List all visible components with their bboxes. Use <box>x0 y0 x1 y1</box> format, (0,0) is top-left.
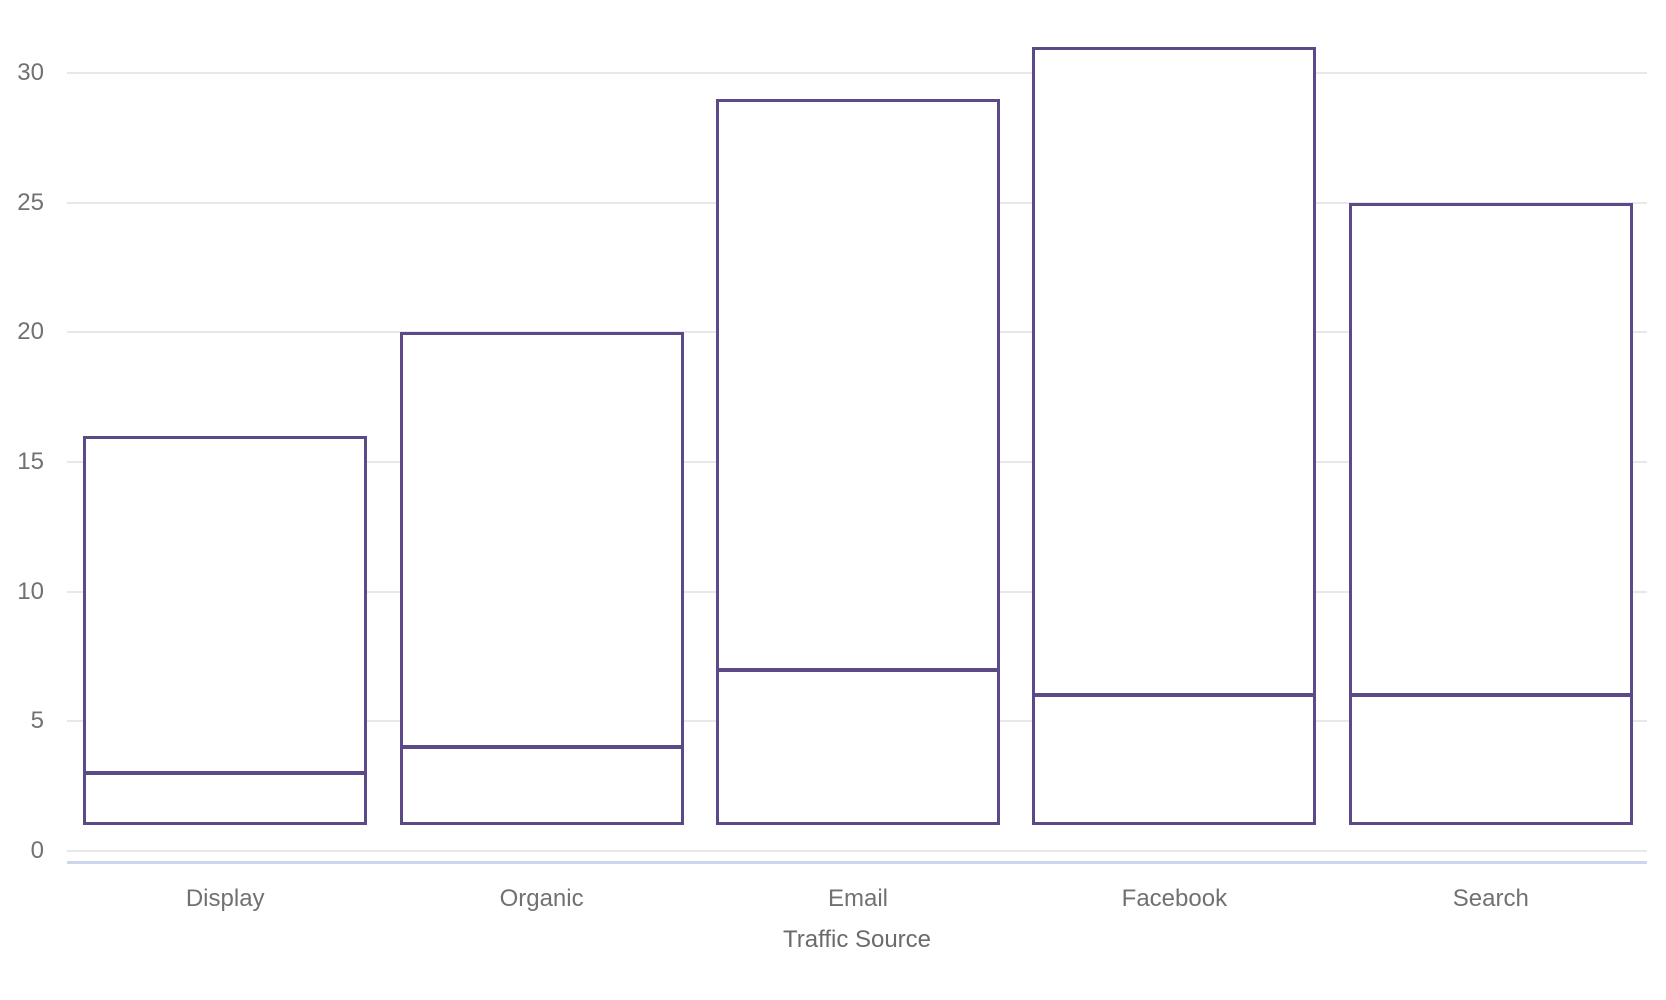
x-tick-label-email: Email <box>827 885 888 912</box>
range-bar-organic <box>399 332 684 826</box>
x-tick-label-organic: Organic <box>499 885 584 912</box>
x-axis-title: Traffic Source <box>782 926 932 953</box>
median-line-organic <box>402 745 681 750</box>
range-bar-email <box>716 99 1000 826</box>
median-line-email <box>719 667 997 672</box>
y-tick-label-30: 30 <box>17 59 44 87</box>
x-axis-line <box>67 861 1647 864</box>
x-tick-label-search: Search <box>1452 885 1529 912</box>
range-bar-display <box>83 436 368 826</box>
y-tick-label-0: 0 <box>30 837 44 864</box>
range-bar-search <box>1348 202 1633 826</box>
y-tick-label-5: 5 <box>30 707 44 735</box>
x-tick-label-display: Display <box>185 885 265 912</box>
gridline-y-0 <box>67 850 1647 852</box>
gridline-y-30 <box>67 72 1647 75</box>
y-tick-label-25: 25 <box>17 188 44 216</box>
median-line-search <box>1351 693 1630 698</box>
x-tick-label-facebook: Facebook <box>1121 885 1228 912</box>
y-tick-label-15: 15 <box>17 448 44 476</box>
y-tick-label-20: 20 <box>17 318 44 346</box>
range-bar-facebook <box>1032 47 1317 826</box>
median-line-display <box>86 771 365 776</box>
y-tick-label-10: 10 <box>17 577 44 605</box>
median-line-facebook <box>1035 693 1314 698</box>
